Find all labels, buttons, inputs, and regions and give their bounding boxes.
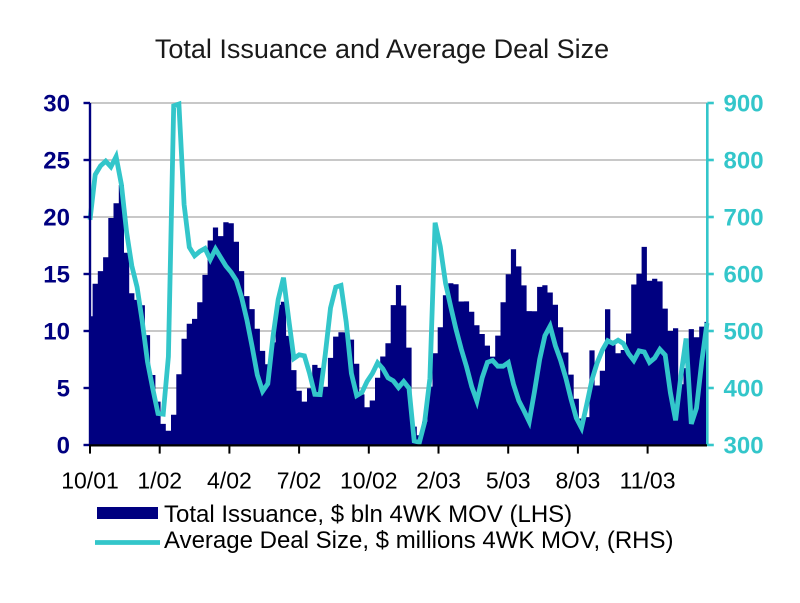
svg-text:11/03: 11/03 [620,468,676,494]
svg-text:8/03: 8/03 [556,468,601,494]
svg-text:Total Issuance, $ bln 4WK MOV: Total Issuance, $ bln 4WK MOV (LHS) [164,501,572,528]
svg-text:300: 300 [724,433,764,460]
svg-text:700: 700 [724,205,764,232]
svg-text:30: 30 [43,91,70,118]
svg-text:10/01: 10/01 [61,468,119,494]
svg-text:0: 0 [57,433,70,460]
svg-text:7/02: 7/02 [277,468,322,494]
svg-text:500: 500 [724,319,764,346]
svg-text:4/02: 4/02 [207,468,252,494]
svg-text:600: 600 [724,262,764,289]
svg-text:Average Deal Size, $ millions: Average Deal Size, $ millions 4WK MOV, (… [164,527,674,554]
svg-text:900: 900 [724,91,764,118]
svg-text:10: 10 [43,319,70,346]
svg-text:15: 15 [43,262,70,289]
svg-text:2/03: 2/03 [416,468,461,494]
svg-text:800: 800 [724,148,764,175]
svg-text:10/02: 10/02 [340,468,398,494]
svg-text:5: 5 [57,376,70,403]
svg-text:400: 400 [724,376,764,403]
svg-text:20: 20 [43,205,70,232]
svg-text:25: 25 [43,148,70,175]
svg-text:Total Issuance and Average Dea: Total Issuance and Average Deal Size [155,34,609,64]
svg-text:5/03: 5/03 [486,468,531,494]
svg-text:1/02: 1/02 [137,468,182,494]
